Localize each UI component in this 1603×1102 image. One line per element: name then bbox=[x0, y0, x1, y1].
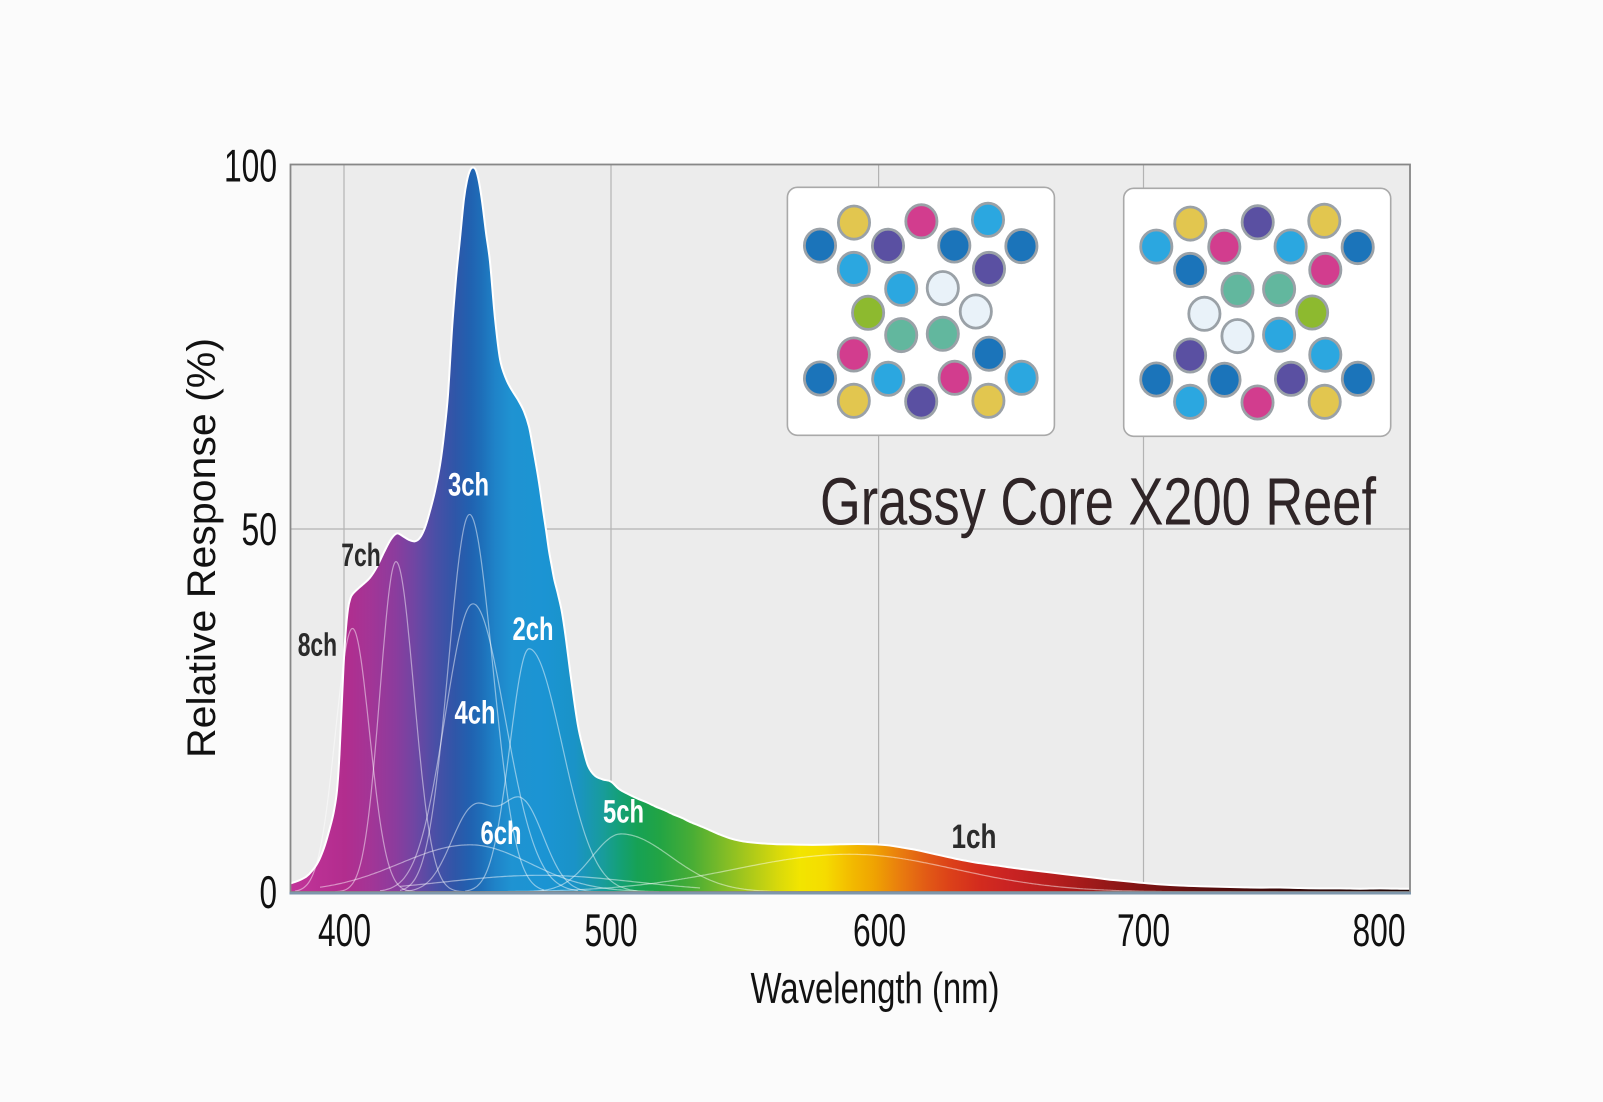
svg-text:3ch: 3ch bbox=[448, 466, 489, 502]
svg-text:700: 700 bbox=[1117, 904, 1170, 956]
svg-text:100: 100 bbox=[224, 139, 277, 191]
svg-text:7ch: 7ch bbox=[341, 537, 381, 573]
svg-text:Relative Response (%): Relative Response (%) bbox=[180, 338, 224, 758]
svg-text:6ch: 6ch bbox=[480, 815, 521, 851]
svg-text:8ch: 8ch bbox=[298, 627, 337, 663]
svg-text:50: 50 bbox=[241, 503, 277, 555]
svg-text:2ch: 2ch bbox=[512, 611, 553, 647]
svg-text:5ch: 5ch bbox=[603, 793, 644, 829]
svg-text:500: 500 bbox=[584, 904, 637, 956]
svg-text:800: 800 bbox=[1352, 904, 1405, 956]
svg-text:0: 0 bbox=[259, 866, 277, 918]
svg-text:600: 600 bbox=[853, 904, 906, 956]
svg-text:Wavelength (nm): Wavelength (nm) bbox=[750, 965, 999, 1013]
svg-text:1ch: 1ch bbox=[951, 818, 996, 856]
svg-text:4ch: 4ch bbox=[454, 694, 495, 730]
svg-text:400: 400 bbox=[318, 904, 371, 956]
svg-text:Grassy Core X200 Reef: Grassy Core X200 Reef bbox=[820, 464, 1376, 539]
